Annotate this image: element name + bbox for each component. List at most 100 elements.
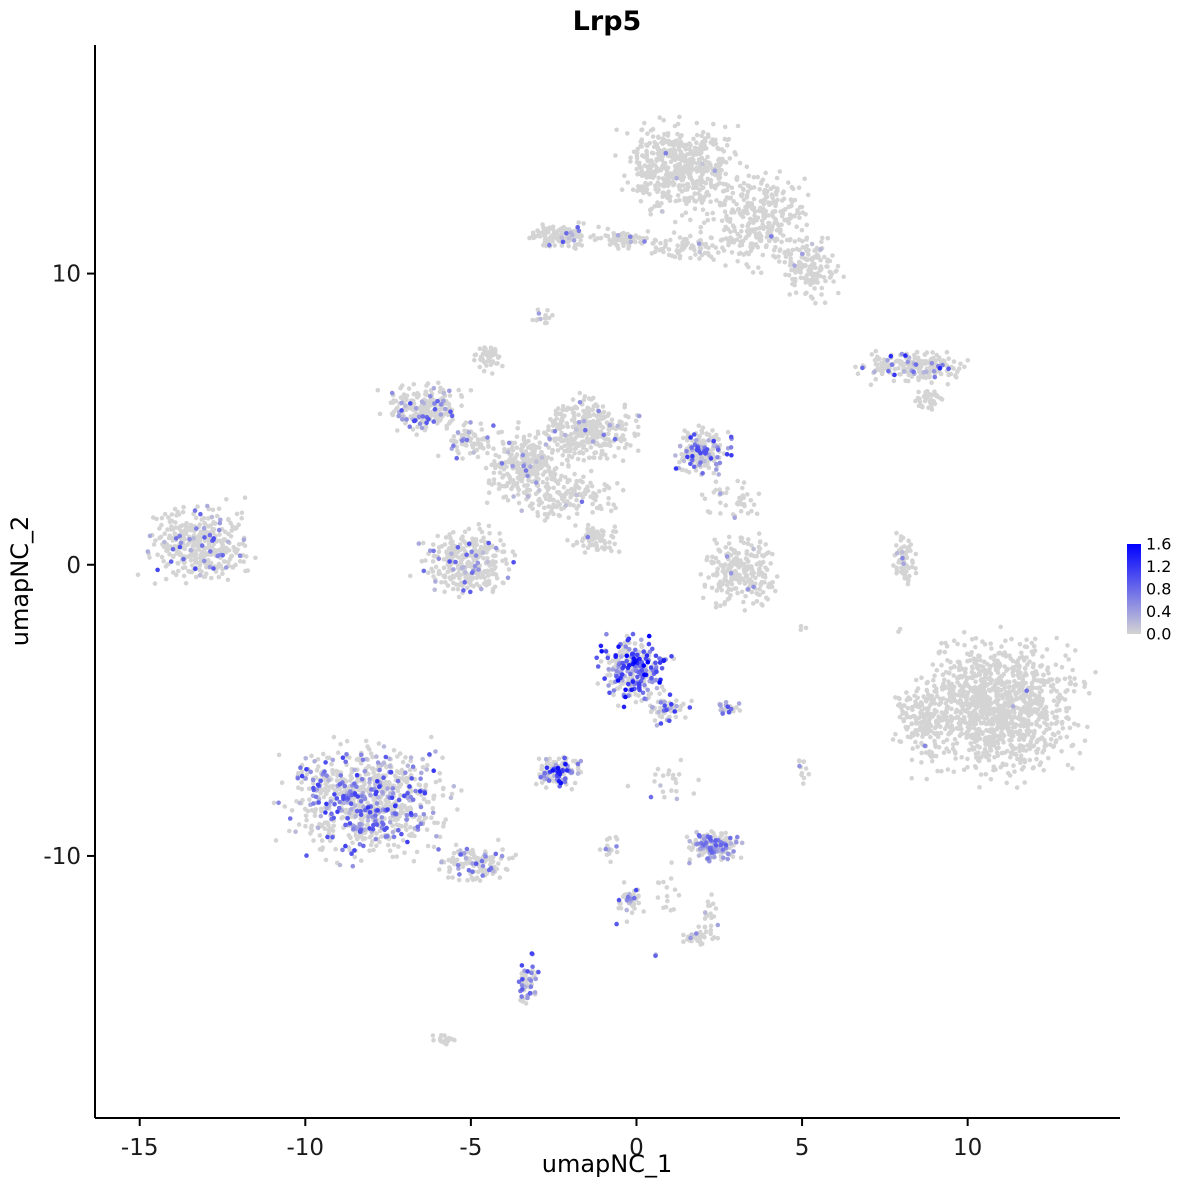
cell-point [761,197,767,203]
cell-point [668,237,673,243]
cell-point [745,511,751,516]
cell-point [421,410,427,415]
cell-point [722,578,728,583]
cell-point [185,554,190,559]
cell-point [426,570,431,576]
cell-point [504,561,509,566]
cell-point [757,586,762,592]
cell-point [708,178,714,184]
cell-point [965,690,971,695]
cell-point [986,757,992,763]
cell-point [739,213,744,218]
cell-point [746,251,751,257]
cell-point [963,695,969,700]
cell-point [529,471,535,477]
cell-point [1064,734,1070,740]
cell-point [962,364,967,370]
cell-point [172,531,178,536]
cell-point [939,397,945,402]
cell-point [605,233,611,239]
cell-point [721,181,726,187]
cell-point [697,245,703,250]
cell-point [698,229,703,235]
cell-point [988,729,994,735]
cell-point [744,574,750,579]
cell-point [575,456,581,462]
cell-point [168,535,174,541]
cell-point [606,496,611,501]
cell-point [607,237,612,243]
cell-point [657,182,662,188]
cell-point [492,459,497,464]
cell-point [602,415,607,420]
cell-point [1044,647,1050,652]
cell-point [723,236,729,241]
cell-point [751,217,757,223]
cell-point [701,220,707,225]
cell-point [731,557,737,562]
cell-point [1044,713,1049,718]
cell-point [688,233,693,239]
cell-point [165,547,171,552]
cell-point [472,357,477,363]
cell-point [438,385,443,391]
cell-point [555,442,560,447]
cell-point [553,465,559,471]
cell-point [154,516,159,522]
cell-point [800,264,806,269]
cell-point [994,678,1000,683]
cell-point [909,564,915,570]
cell-point [560,453,566,458]
cell-point [910,707,915,712]
cell-point [982,752,987,757]
cell-point [748,580,753,586]
cell-point [1006,729,1012,734]
cell-point [451,580,456,586]
cell-point [674,138,679,144]
cell-point [1021,744,1026,749]
cell-point [736,206,742,212]
cell-point [580,538,585,544]
cell-point [635,424,641,430]
cell-point [590,426,595,431]
cell-point [620,487,626,493]
cell-point [1032,728,1037,734]
cell-point [567,502,573,508]
cell-point [1038,664,1043,669]
cell-point [166,515,171,520]
cell-point [210,530,216,535]
cell-point [1032,636,1038,642]
cell-point [971,721,976,727]
cell-point [735,478,740,484]
cell-point [706,465,712,471]
cell-point [792,239,798,244]
cell-point [913,728,918,733]
cell-point [749,206,755,212]
cell-point [205,557,211,563]
cell-point [959,665,964,671]
cell-point [1034,671,1040,677]
cell-point [667,179,672,185]
cell-point [1030,664,1036,670]
cell-point [230,524,235,529]
cell-point [223,550,229,555]
cell-point [556,406,561,411]
cell-point [428,400,433,406]
cell-point [965,358,971,363]
cell-point [702,463,708,468]
cell-point [478,357,484,363]
cell-point [525,487,531,493]
cell-point [690,161,695,166]
cell-point [722,159,727,164]
cell-point [520,456,525,461]
cell-point [656,187,661,192]
cell-point [408,573,413,579]
cell-point [751,196,757,202]
cell-point [566,453,572,459]
cell-point [639,127,644,133]
cell-point [929,380,934,386]
cell-point [542,505,547,511]
cell-point [1067,675,1073,680]
cell-point [946,372,951,378]
cell-point [756,544,762,550]
